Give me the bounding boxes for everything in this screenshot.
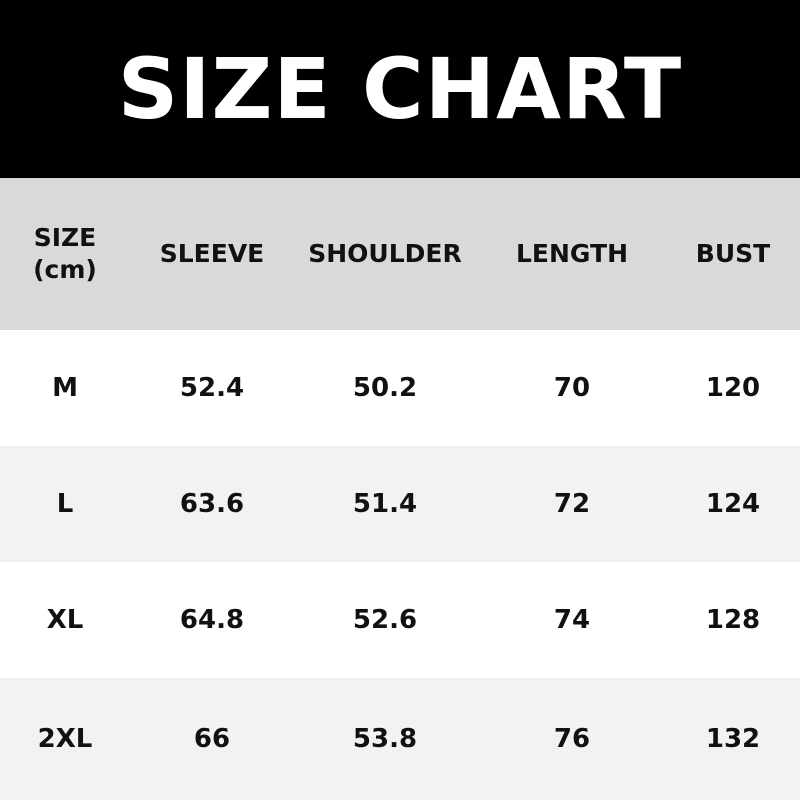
cell-bust: 132 bbox=[705, 724, 761, 754]
header-sleeve: SLEEVE bbox=[159, 239, 265, 268]
table-row: M 52.4 50.2 70 120 bbox=[0, 330, 800, 446]
cell-size: 2XL bbox=[37, 724, 93, 754]
cell-size: L bbox=[56, 489, 74, 519]
table-row: L 63.6 51.4 72 124 bbox=[0, 446, 800, 562]
cell-shoulder: 52.6 bbox=[352, 605, 418, 635]
cell-bust: 124 bbox=[705, 489, 761, 519]
cell-length: 74 bbox=[553, 605, 591, 635]
header-length: LENGTH bbox=[516, 239, 628, 268]
cell-bust: 120 bbox=[705, 373, 761, 403]
cell-shoulder: 50.2 bbox=[352, 373, 418, 403]
cell-sleeve: 63.6 bbox=[179, 489, 245, 519]
cell-sleeve: 64.8 bbox=[179, 605, 245, 635]
header-size: SIZE (cm) bbox=[33, 223, 97, 284]
cell-length: 72 bbox=[553, 489, 591, 519]
header-shoulder: SHOULDER bbox=[308, 239, 462, 268]
cell-shoulder: 51.4 bbox=[352, 489, 418, 519]
cell-sleeve: 66 bbox=[193, 724, 231, 754]
page-title: SIZE CHART bbox=[0, 0, 800, 178]
cell-length: 76 bbox=[553, 724, 591, 754]
table-row: 2XL 66 53.8 76 132 bbox=[0, 678, 800, 800]
header-bust: BUST bbox=[695, 239, 771, 268]
cell-size: XL bbox=[46, 605, 84, 635]
cell-length: 70 bbox=[553, 373, 591, 403]
cell-sleeve: 52.4 bbox=[179, 373, 245, 403]
table-row: XL 64.8 52.6 74 128 bbox=[0, 562, 800, 678]
table-header-row: SIZE (cm) SLEEVE SHOULDER LENGTH BUST bbox=[0, 178, 800, 330]
cell-bust: 128 bbox=[705, 605, 761, 635]
cell-size: M bbox=[52, 373, 78, 403]
cell-shoulder: 53.8 bbox=[352, 724, 418, 754]
